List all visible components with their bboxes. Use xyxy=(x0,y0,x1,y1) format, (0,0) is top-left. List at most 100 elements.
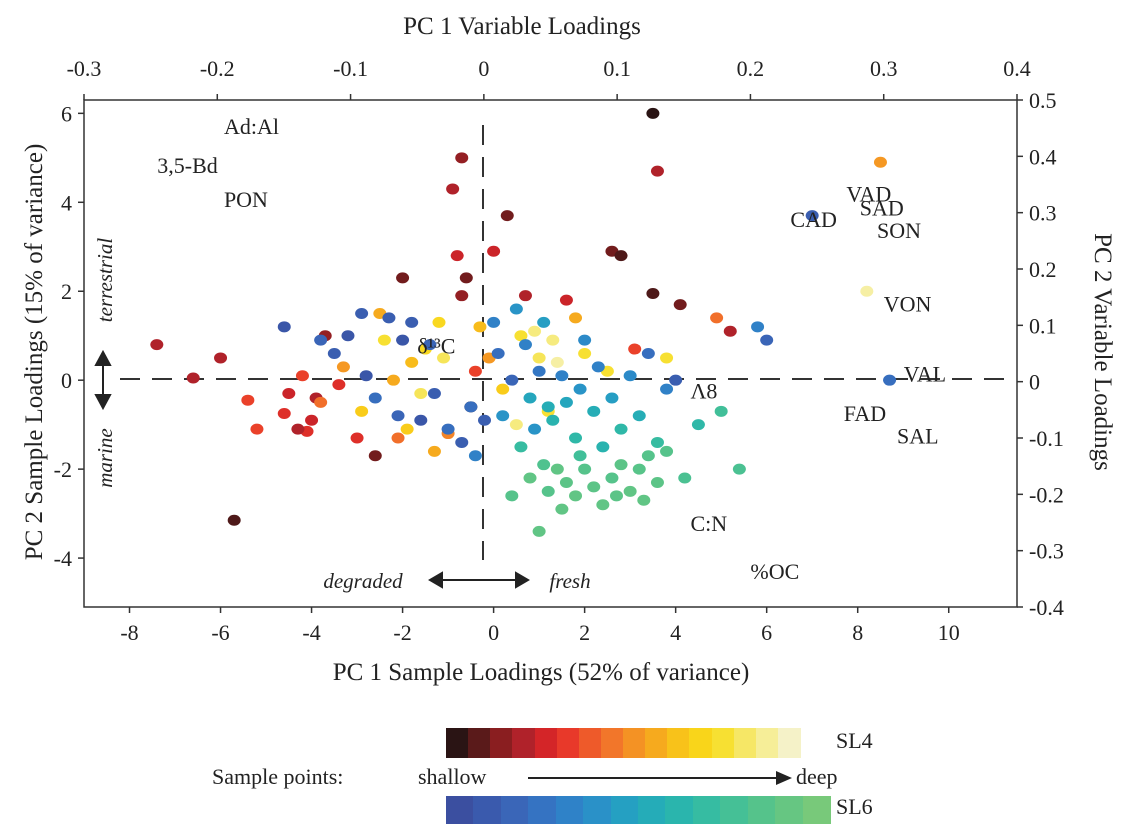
shallow-to-deep-arrow xyxy=(528,771,792,785)
data-point-sl6 xyxy=(760,334,774,346)
y-left-axis-title: PC 2 Sample Loadings (15% of variance) xyxy=(21,144,48,561)
data-point-sl6 xyxy=(368,392,382,404)
variable-label: δ¹³C xyxy=(417,334,455,359)
data-point-sl4 xyxy=(400,423,414,435)
colorbar-swatch xyxy=(600,728,624,758)
colorbar-swatch xyxy=(755,728,779,758)
x-bottom-tick-label: 6 xyxy=(761,620,772,645)
y-right-tick-label: -0.4 xyxy=(1029,595,1064,620)
data-point-sl6 xyxy=(541,401,555,413)
data-point-sl6 xyxy=(537,316,551,328)
data-point-sl4 xyxy=(446,183,460,195)
x-top-tick-label: -0.3 xyxy=(67,56,102,81)
data-point-sl4 xyxy=(386,374,400,386)
data-point-sl6 xyxy=(691,419,705,431)
data-point-sl6 xyxy=(559,396,573,408)
data-point-sl6 xyxy=(382,312,396,324)
x-top-tick-label: 0.3 xyxy=(870,56,898,81)
data-point-sl6 xyxy=(359,370,373,382)
variable-label: FAD xyxy=(844,401,886,426)
data-point-sl4 xyxy=(368,450,382,462)
data-point-sl6 xyxy=(523,472,537,484)
data-point-sl6 xyxy=(591,361,605,373)
data-point-sl4 xyxy=(277,408,291,420)
y-right-tick-label: 0.3 xyxy=(1029,201,1057,226)
data-point-sl6 xyxy=(609,490,623,502)
x-top-tick-label: 0 xyxy=(478,56,489,81)
variable-label: 3,5-Bd xyxy=(157,153,218,178)
y-right-tick-label: 0.1 xyxy=(1029,313,1057,338)
colorbar-swatch xyxy=(583,796,612,824)
data-point-sl4 xyxy=(628,343,642,355)
data-point-sl4 xyxy=(660,352,674,364)
colorbar-swatch xyxy=(610,796,639,824)
colorbar-swatch xyxy=(528,796,557,824)
data-point-sl6 xyxy=(391,410,405,422)
y-left-tick-label: 4 xyxy=(61,190,72,215)
x-bottom-tick-label: -2 xyxy=(393,620,411,645)
colorbar-swatch xyxy=(777,728,801,758)
data-point-sl6 xyxy=(569,490,583,502)
colorbar-swatch xyxy=(512,728,536,758)
colorbar-swatch xyxy=(555,796,584,824)
data-point-sl6 xyxy=(623,485,637,497)
data-point-sl6 xyxy=(491,348,505,359)
data-point-sl6 xyxy=(550,463,564,475)
data-point-sl4 xyxy=(336,361,350,373)
x-top-tick-label: 0.1 xyxy=(603,56,631,81)
y-right-tick-label: -0.2 xyxy=(1029,482,1064,507)
data-point-sl4 xyxy=(518,290,532,302)
data-point-sl6 xyxy=(632,463,646,475)
x-bottom-tick-label: 4 xyxy=(670,620,681,645)
variable-label: CAD xyxy=(790,207,836,232)
y-right-tick-label: -0.1 xyxy=(1029,426,1064,451)
data-point-sl6 xyxy=(596,499,610,511)
data-point-sl6 xyxy=(573,383,587,395)
data-point-sl6 xyxy=(714,405,728,417)
data-point-sl4 xyxy=(391,432,405,444)
data-point-sl4 xyxy=(291,423,305,435)
data-point-sl6 xyxy=(455,436,469,448)
data-point-sl6 xyxy=(614,459,628,471)
data-point-sl6 xyxy=(751,321,765,333)
x-top-tick-label: -0.1 xyxy=(333,56,368,81)
data-point-sl6 xyxy=(546,414,560,426)
colorbar-swatch xyxy=(468,728,491,758)
data-point-sl6 xyxy=(314,334,328,346)
data-point-sl4 xyxy=(650,165,664,177)
colorbar-swatch xyxy=(711,728,735,758)
data-point-sl4 xyxy=(396,272,410,284)
data-point-sl6 xyxy=(341,330,355,342)
colorbar-swatch xyxy=(473,796,502,824)
data-point-sl4 xyxy=(414,388,428,400)
data-point-sl6 xyxy=(605,392,619,404)
colorbar-swatch xyxy=(747,796,776,824)
terrestrial-label: terrestrial xyxy=(93,238,117,323)
data-point-sl4 xyxy=(873,156,887,168)
sl4-colorbar xyxy=(446,728,801,758)
variable-label: Λ8 xyxy=(690,379,717,404)
data-point-sl6 xyxy=(678,472,692,484)
data-point-sl4 xyxy=(377,334,391,346)
data-point-sl6 xyxy=(883,374,897,386)
x-top-tick-label: 0.2 xyxy=(737,56,765,81)
y-right-tick-label: 0.5 xyxy=(1029,88,1057,113)
variable-label: SAL xyxy=(897,424,939,449)
data-point-sl6 xyxy=(805,210,819,222)
data-point-sl4 xyxy=(473,321,487,333)
x-bottom-axis-title: PC 1 Sample Loadings (52% of variance) xyxy=(333,659,750,686)
shallow-label: shallow xyxy=(418,764,487,789)
colorbar-swatch xyxy=(446,728,469,758)
data-point-sl6 xyxy=(427,388,441,400)
data-point-sl4 xyxy=(314,396,328,408)
data-point-sl6 xyxy=(537,459,551,471)
data-point-sl4 xyxy=(250,423,264,435)
data-point-sl6 xyxy=(478,414,492,426)
degraded-label: degraded xyxy=(323,569,403,593)
data-point-sl4 xyxy=(455,152,469,164)
sl4-colorbar-label: SL4 xyxy=(836,728,873,753)
data-point-sl6 xyxy=(518,339,532,351)
data-point-sl4 xyxy=(468,365,482,377)
